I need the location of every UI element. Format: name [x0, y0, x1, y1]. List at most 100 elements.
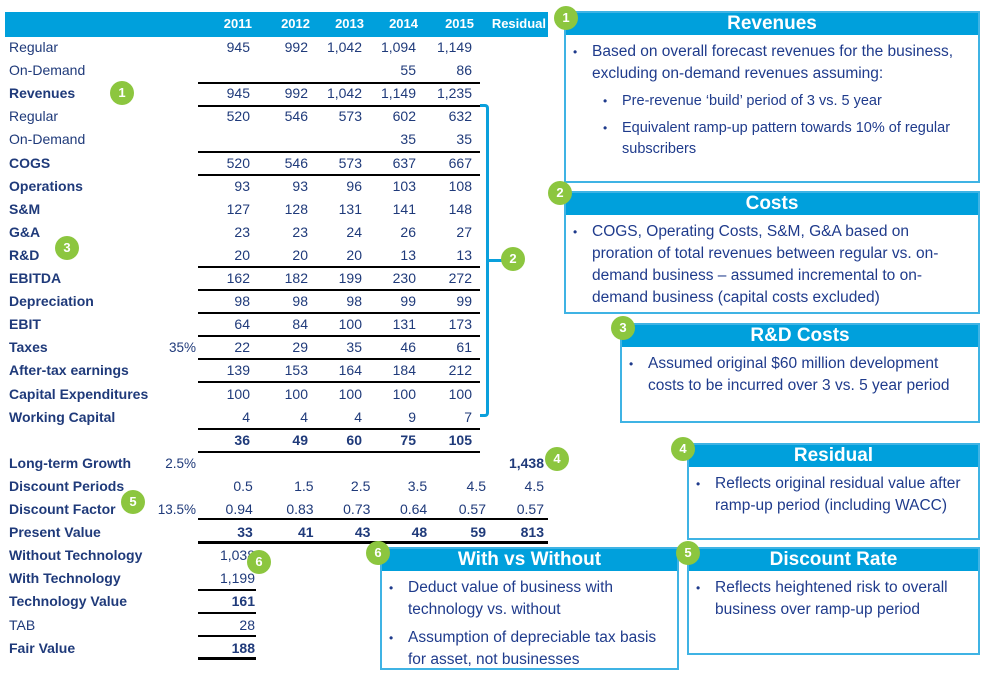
- table-cell: 36: [234, 431, 250, 448]
- table-cell: 108: [448, 177, 472, 194]
- residual-cell: 0.57: [516, 501, 544, 517]
- table-cell: 161: [231, 593, 255, 610]
- table-cell: 61: [456, 339, 472, 356]
- box-title: Residual: [689, 445, 978, 467]
- badge-3: 3: [55, 236, 79, 260]
- table-cell: 1,149: [380, 85, 416, 102]
- bracket-tick: [488, 259, 502, 262]
- residual-cell: 813: [520, 524, 544, 541]
- badge-4: 4: [671, 437, 695, 461]
- year-header: 2012: [281, 16, 310, 31]
- row-label: Long-term Growth: [9, 454, 132, 471]
- table-cell: 59: [470, 524, 486, 541]
- table-cell: 546: [284, 108, 308, 125]
- table-cell: 0.83: [286, 501, 314, 517]
- table-cell: 520: [226, 108, 250, 125]
- table-cell: 1,199: [219, 570, 255, 587]
- box-title: R&D Costs: [622, 325, 978, 347]
- table-cell: 23: [292, 223, 308, 240]
- row-rate: 13.5%: [157, 502, 196, 517]
- with-vs-without-box: With vs Without Deduct value of business…: [380, 547, 679, 670]
- table-cell: 4: [242, 408, 250, 425]
- table-cell: 100: [448, 385, 472, 402]
- bullet: Assumed original $60 million development…: [629, 353, 970, 397]
- table-cell: 60: [346, 431, 362, 448]
- table-cell: 99: [400, 293, 416, 310]
- year-header: 2011: [223, 16, 252, 31]
- badge-5: 5: [121, 490, 145, 514]
- row-label: Operations: [9, 177, 83, 194]
- table-cell: 4: [300, 408, 308, 425]
- table-cell: 1,149: [436, 39, 472, 55]
- cost-bracket: [480, 104, 489, 417]
- badge-1: 1: [554, 6, 578, 30]
- divider: [198, 151, 480, 153]
- row-label: Regular: [9, 108, 59, 125]
- table-cell: 602: [392, 108, 416, 125]
- row-label: S&M: [9, 200, 41, 217]
- table-cell: 22: [234, 339, 250, 356]
- residual-cell: 4.5: [524, 477, 544, 494]
- bullet: Based on overall forecast revenues for t…: [573, 41, 970, 85]
- table-cell: 4.5: [466, 477, 486, 494]
- table-cell: 20: [292, 246, 308, 263]
- table-cell: 3.5: [407, 477, 428, 494]
- table-cell: 199: [338, 270, 362, 286]
- badge-6: 6: [366, 541, 390, 565]
- table-cell: 75: [400, 431, 416, 448]
- row-label: Depreciation: [9, 293, 94, 310]
- table-cell: 992: [284, 85, 308, 102]
- table-cell: 139: [226, 362, 250, 379]
- table-cell: 35: [346, 339, 362, 356]
- table-cell: 153: [284, 362, 308, 379]
- table-cell: 0.94: [225, 501, 253, 517]
- table-cell: 48: [411, 524, 428, 541]
- table-cell: 272: [448, 270, 472, 286]
- box-title: With vs Without: [382, 549, 677, 571]
- table-cell: 13: [456, 246, 472, 263]
- table-cell: 127: [226, 200, 250, 217]
- table-cell: 128: [284, 200, 308, 217]
- badge-2: 2: [548, 181, 572, 205]
- divider: [198, 612, 256, 614]
- table-cell: 103: [392, 177, 416, 194]
- row-label: Working Capital: [9, 408, 116, 425]
- badge-1: 1: [110, 81, 134, 105]
- table-cell: 230: [392, 270, 416, 286]
- row-label: On-Demand: [9, 131, 86, 148]
- row-label: TAB: [9, 616, 36, 633]
- table-cell: 1,042: [326, 39, 362, 55]
- residual-cell: 1,438: [508, 454, 544, 471]
- discount-rate-box: Discount Rate Reflects heightened risk t…: [687, 547, 980, 655]
- row-label: Revenues: [9, 85, 76, 102]
- row-label: Discount Factor: [9, 501, 116, 517]
- table-cell: 35: [456, 131, 472, 148]
- row-label: Without Technology: [9, 547, 143, 564]
- divider: [198, 381, 480, 383]
- divider: [198, 358, 480, 360]
- table-header-bar: [5, 12, 548, 37]
- bullet: Reflects heightened risk to overall busi…: [696, 577, 970, 621]
- divider: [198, 312, 480, 314]
- divider: [198, 174, 480, 176]
- divider: [198, 266, 480, 268]
- divider: [198, 451, 480, 453]
- table-cell: 632: [448, 108, 472, 125]
- row-label: Taxes: [9, 339, 48, 356]
- sub-bullet: Equivalent ramp-up pattern towards 10% o…: [603, 118, 970, 160]
- badge-4: 4: [545, 447, 569, 471]
- table-cell: 182: [284, 270, 308, 286]
- table-cell: 212: [448, 362, 472, 379]
- row-label: R&D: [9, 246, 40, 263]
- table-cell: 41: [298, 524, 314, 541]
- table-cell: 4: [354, 408, 362, 425]
- table-cell: 84: [292, 316, 308, 333]
- table-cell: 573: [338, 154, 362, 171]
- table-cell: 98: [346, 293, 362, 310]
- table-cell: 93: [292, 177, 308, 194]
- table-cell: 162: [226, 270, 250, 286]
- table-cell: 131: [392, 316, 416, 333]
- table-cell: 98: [234, 293, 250, 310]
- table-cell: 141: [392, 200, 416, 217]
- table-cell: 1,042: [326, 85, 362, 102]
